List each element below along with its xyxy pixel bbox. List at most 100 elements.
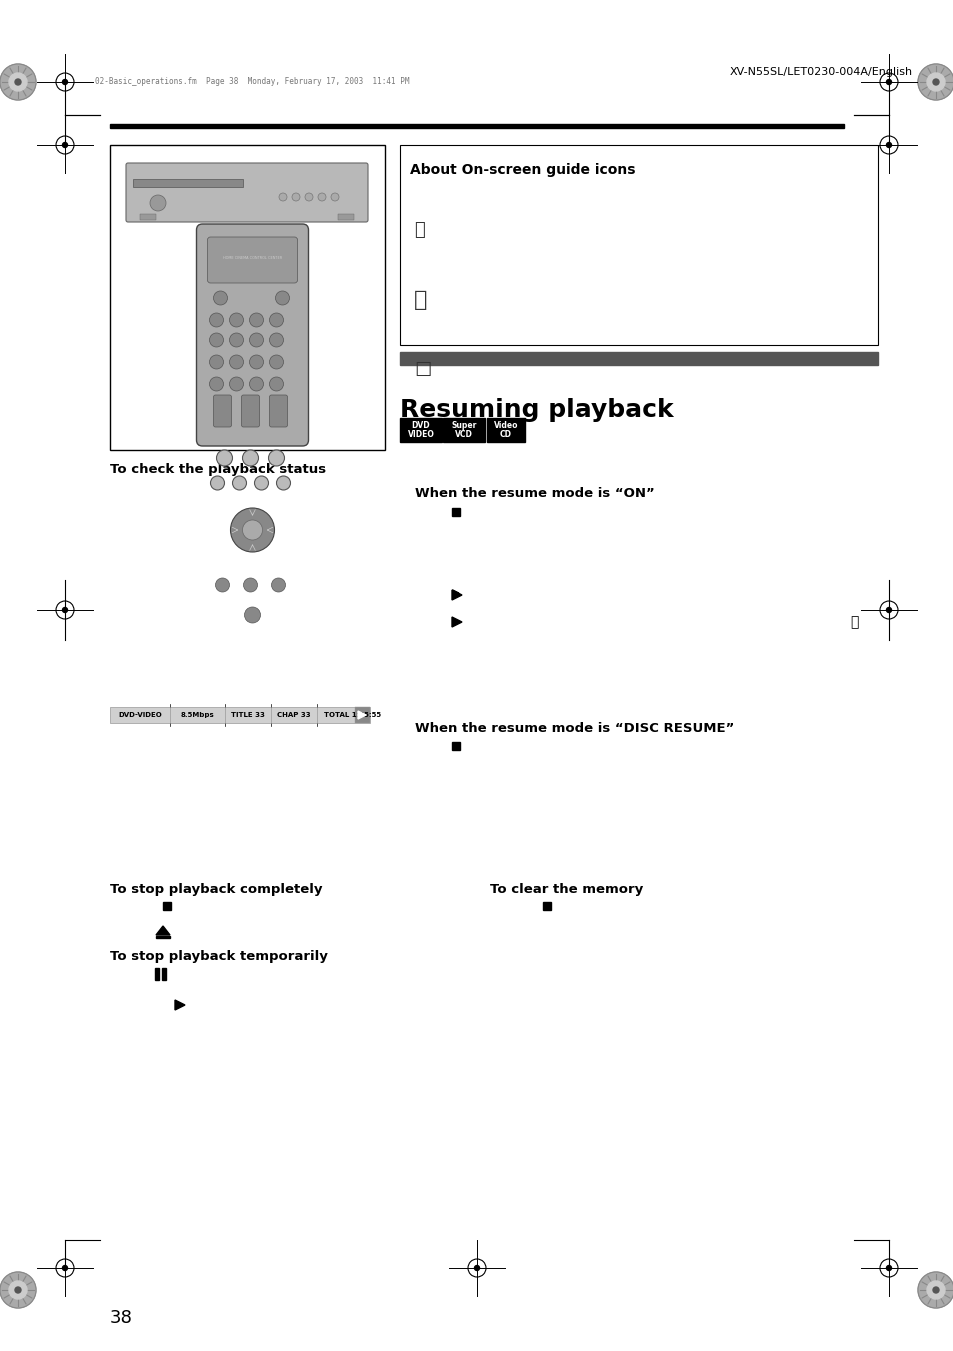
FancyBboxPatch shape	[196, 224, 308, 446]
Circle shape	[250, 377, 263, 390]
Bar	[486, 417, 524, 442]
Circle shape	[213, 290, 227, 305]
Bar	[452, 508, 459, 516]
Text: Video
CD: Video CD	[494, 420, 517, 439]
Text: To check the playback status: To check the playback status	[110, 463, 326, 476]
Circle shape	[275, 290, 289, 305]
Text: 02-Basic_operations.fm  Page 38  Monday, February 17, 2003  11:41 PM: 02-Basic_operations.fm Page 38 Monday, F…	[95, 77, 409, 86]
Text: 8.5Mbps: 8.5Mbps	[180, 712, 214, 717]
Bar	[132, 178, 243, 186]
Circle shape	[250, 313, 263, 327]
Circle shape	[932, 1288, 938, 1293]
Circle shape	[244, 607, 260, 623]
Circle shape	[269, 355, 283, 369]
Circle shape	[210, 332, 223, 347]
Text: ⧖: ⧖	[414, 290, 427, 309]
Circle shape	[215, 578, 230, 592]
Bar	[542, 902, 551, 911]
Circle shape	[292, 193, 299, 201]
Text: HOME CINEMA CONTROL CENTER: HOME CINEMA CONTROL CENTER	[223, 255, 282, 259]
Text: Resuming playback: Resuming playback	[399, 399, 673, 422]
FancyBboxPatch shape	[269, 394, 287, 427]
Circle shape	[885, 80, 890, 85]
Bar	[442, 417, 484, 442]
Text: To clear the memory: To clear the memory	[490, 884, 642, 896]
Circle shape	[9, 73, 27, 91]
Circle shape	[210, 355, 223, 369]
Circle shape	[211, 476, 224, 490]
Circle shape	[305, 193, 313, 201]
Circle shape	[885, 142, 890, 147]
Bar	[162, 969, 166, 979]
Circle shape	[63, 80, 68, 85]
Circle shape	[210, 313, 223, 327]
Circle shape	[276, 476, 291, 490]
Circle shape	[242, 450, 258, 466]
Bar	[110, 145, 385, 450]
Circle shape	[15, 1288, 21, 1293]
Circle shape	[63, 1266, 68, 1270]
Bar	[140, 213, 156, 220]
Bar	[399, 353, 877, 365]
Circle shape	[926, 1281, 944, 1300]
Circle shape	[231, 508, 274, 553]
Text: DVD
VIDEO: DVD VIDEO	[407, 420, 434, 439]
Bar	[163, 902, 171, 911]
Bar	[154, 969, 159, 979]
Polygon shape	[156, 925, 170, 935]
Bar	[156, 936, 170, 938]
Text: When the resume mode is “DISC RESUME”: When the resume mode is “DISC RESUME”	[415, 721, 734, 735]
Text: About On-screen guide icons: About On-screen guide icons	[410, 163, 635, 177]
Text: To stop playback temporarily: To stop playback temporarily	[110, 950, 328, 963]
Text: TOTAL 1:25:55: TOTAL 1:25:55	[324, 712, 381, 717]
Text: XV-N55SL/LET0230-004A/English: XV-N55SL/LET0230-004A/English	[729, 68, 912, 77]
Polygon shape	[357, 711, 366, 719]
Circle shape	[0, 63, 36, 100]
Text: 38: 38	[110, 1309, 132, 1327]
Circle shape	[254, 476, 268, 490]
Circle shape	[885, 1266, 890, 1270]
Bar	[110, 707, 370, 723]
FancyBboxPatch shape	[241, 394, 259, 427]
Bar	[399, 145, 877, 345]
Text: ☐: ☐	[414, 361, 431, 380]
Polygon shape	[452, 590, 461, 600]
Circle shape	[278, 193, 287, 201]
Circle shape	[932, 78, 938, 85]
Bar	[355, 707, 370, 723]
Circle shape	[150, 195, 166, 211]
Circle shape	[230, 313, 243, 327]
Bar	[452, 742, 459, 750]
Text: ⏻: ⏻	[849, 615, 858, 630]
FancyBboxPatch shape	[126, 163, 368, 222]
Circle shape	[250, 332, 263, 347]
Text: To stop playback completely: To stop playback completely	[110, 884, 322, 896]
Circle shape	[9, 1281, 27, 1300]
Bar	[337, 213, 354, 220]
Circle shape	[230, 377, 243, 390]
Circle shape	[230, 355, 243, 369]
Circle shape	[272, 578, 285, 592]
Bar	[110, 124, 843, 128]
Circle shape	[230, 332, 243, 347]
Circle shape	[317, 193, 326, 201]
Polygon shape	[174, 1000, 185, 1011]
Circle shape	[917, 1273, 953, 1308]
Text: When the resume mode is “ON”: When the resume mode is “ON”	[415, 486, 654, 500]
Circle shape	[268, 450, 284, 466]
Text: TITLE 33: TITLE 33	[231, 712, 265, 717]
Circle shape	[210, 377, 223, 390]
Circle shape	[250, 355, 263, 369]
Text: DVD-VIDEO: DVD-VIDEO	[118, 712, 162, 717]
Circle shape	[242, 520, 262, 540]
Circle shape	[926, 73, 944, 91]
Circle shape	[0, 1273, 36, 1308]
Circle shape	[269, 377, 283, 390]
Circle shape	[243, 578, 257, 592]
Text: Super
VCD: Super VCD	[451, 420, 476, 439]
Circle shape	[269, 332, 283, 347]
Circle shape	[474, 1266, 479, 1270]
FancyBboxPatch shape	[208, 236, 297, 282]
Circle shape	[15, 78, 21, 85]
Circle shape	[63, 608, 68, 612]
